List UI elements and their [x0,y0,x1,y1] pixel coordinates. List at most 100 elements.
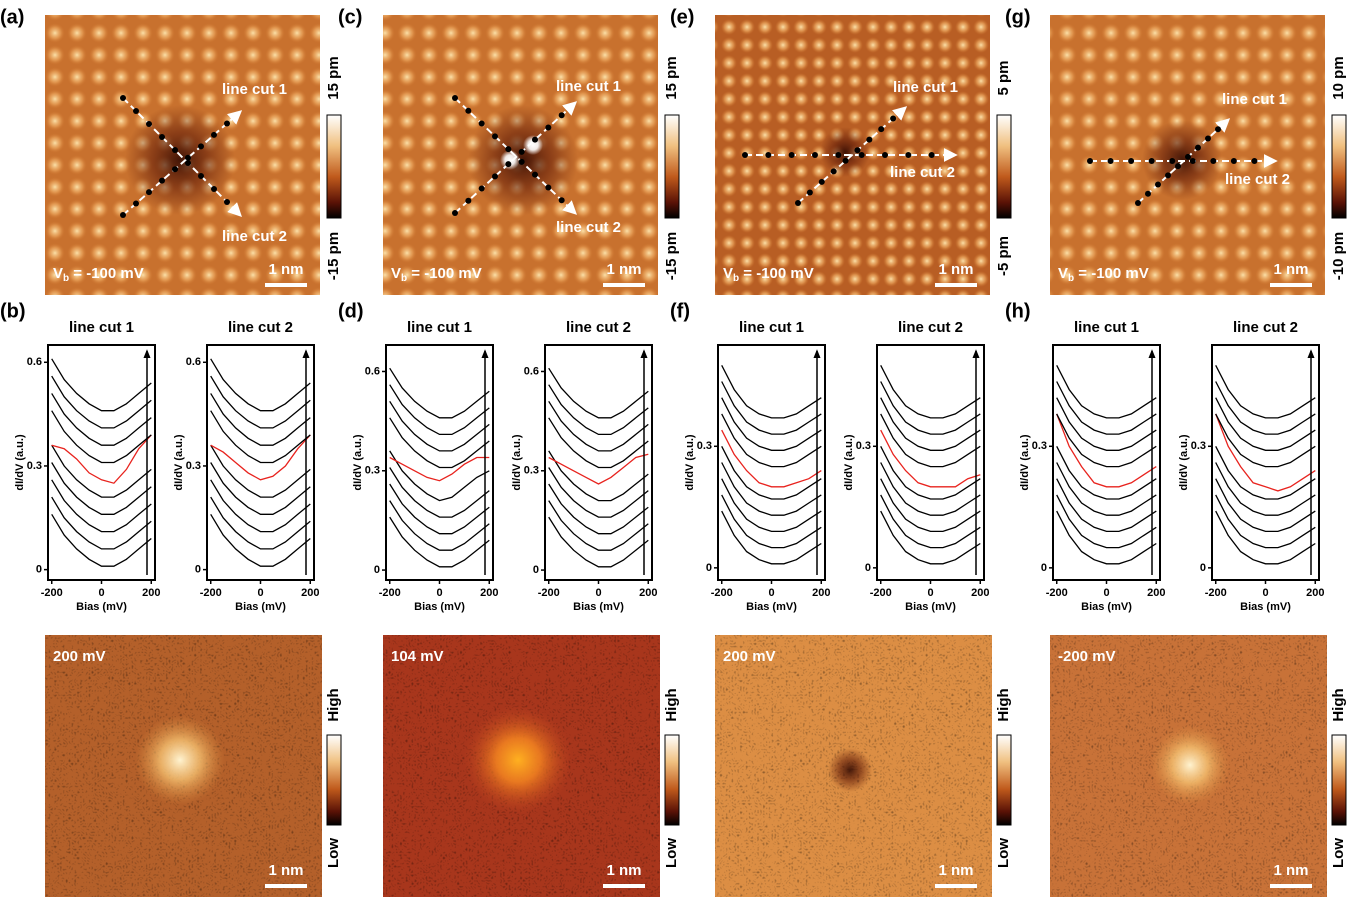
x-tick-label: -200 [711,587,733,599]
bias-text: = -100 mV [739,265,814,282]
cut-point [519,159,525,165]
cut-point [545,184,551,190]
panel-label: (e) [670,6,694,28]
bias-symbol: V [391,265,401,282]
colorbar [327,115,341,218]
cut-point [211,186,217,192]
colorbar-min: -15 pm [663,232,680,280]
spectrum [390,418,490,468]
cut-point [1165,172,1171,178]
bias-symbol: V [723,265,733,282]
x-tick-label: 200 [1306,587,1324,599]
plot-frame [1053,345,1160,580]
colorbar-min: Low [663,838,680,868]
panel-label: (g) [1005,6,1031,28]
cut-point [532,172,538,178]
cut-point [1108,158,1114,164]
cut-label: line cut 1 [1222,91,1287,108]
cut-point [1175,163,1181,169]
colorbar-min: Low [325,838,342,868]
cut-point [878,126,884,132]
spectrum [211,514,311,566]
cut-point [812,152,818,158]
colorbar-min: -10 pm [1330,232,1347,280]
cut-point [185,160,191,166]
cut-point [882,152,888,158]
cut-point [1135,200,1141,206]
y-tick-label: 0.3 [697,440,712,452]
cut-point [211,132,217,138]
cut-point [505,161,511,167]
x-axis-label: Bias (mV) [1081,601,1132,613]
colorbar-min: -15 pm [325,232,342,280]
spectrum [549,484,649,534]
chart-title: line cut 2 [898,319,963,336]
spectrum [211,463,311,515]
y-axis-label: dI/dV (a.u.) [684,434,696,491]
spectrum [211,435,311,480]
x-tick-label: 0 [98,587,104,599]
y-tick-label: 0 [374,564,380,576]
map-feature [1150,725,1230,805]
bias-text: = -100 mV [69,265,144,282]
x-tick-label: -200 [41,587,63,599]
plot-frame [386,345,493,580]
cut-point [890,116,896,122]
spectrum [722,430,822,487]
colorbar-min: Low [1330,838,1347,868]
colorbar [665,115,679,218]
cut-label: line cut 2 [222,228,287,245]
bias-symbol: V [53,265,63,282]
cut-point [172,147,178,153]
y-tick-label: 0 [195,564,201,576]
colorbar-max: High [995,688,1012,721]
cut-point [492,173,498,179]
y-tick-label: 0.6 [524,365,539,377]
spectrum [52,514,152,566]
cut-point [519,149,525,155]
x-axis-label: Bias (mV) [905,601,956,613]
colorbar [997,735,1011,825]
cut-point [742,152,748,158]
colorbar [1332,735,1346,825]
x-tick-label: 200 [301,587,319,599]
y-tick-label: 0 [1200,562,1206,574]
y-tick-label: 0 [706,562,712,574]
y-axis-label: dI/dV (a.u.) [511,434,523,491]
map-feature [463,705,573,815]
scale-label: 1 nm [1273,261,1308,278]
x-tick-label: -200 [538,587,560,599]
y-tick-label: 0.3 [365,465,380,477]
plot-frame [718,345,825,580]
plot-frame [877,345,984,580]
x-tick-label: 0 [436,587,442,599]
spectrum [390,401,490,451]
cut-point [807,189,813,195]
cut-label: line cut 2 [1225,171,1290,188]
spectrum [390,517,490,567]
spectrum [52,411,152,463]
energy-label: 200 mV [53,648,106,665]
colorbar-max: High [325,688,342,721]
scale-label: 1 nm [606,261,641,278]
spectrum [549,454,649,484]
cut-point [854,147,860,153]
x-tick-label: 0 [927,587,933,599]
spectrum [390,458,490,481]
spectrum [52,376,152,428]
scale-label: 1 nm [268,862,303,879]
cut-point [1145,191,1151,197]
spectrum [549,517,649,567]
cut-point [224,199,230,205]
cut-point [545,124,551,130]
spectrum [881,430,981,487]
cut-point [198,173,204,179]
cut-point [198,143,204,149]
cut-label: line cut 1 [222,81,287,98]
colorbar-max: High [663,688,680,721]
y-axis-label: dI/dV (a.u.) [1019,434,1031,491]
cut-point [1155,182,1161,188]
cut-point [789,152,795,158]
panel-label: (d) [338,300,364,322]
cut-point [559,197,565,203]
